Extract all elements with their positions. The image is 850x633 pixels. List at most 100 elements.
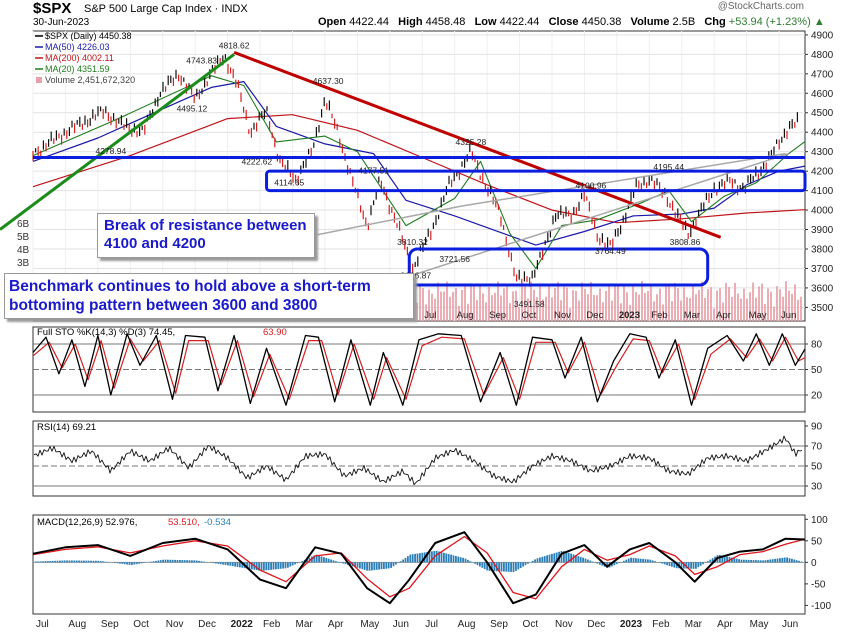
price-axis-tick-label: 4900 bbox=[811, 30, 834, 41]
volume-bar bbox=[671, 301, 673, 321]
macd-histogram-bar bbox=[440, 552, 443, 563]
macd-histogram-bar bbox=[251, 562, 253, 570]
macd-histogram-bar bbox=[200, 561, 203, 563]
volume-bar bbox=[497, 281, 499, 321]
x-axis-month-label: Feb bbox=[263, 619, 281, 630]
macd-histogram-bar bbox=[121, 562, 124, 564]
volume-bar bbox=[689, 298, 691, 321]
volume-bar bbox=[764, 303, 766, 321]
volume-bar bbox=[437, 282, 439, 321]
macd-histogram-bar bbox=[443, 552, 445, 563]
macd-histogram-bar bbox=[59, 560, 61, 563]
sto-k-line bbox=[32, 333, 806, 406]
legend-price: $SPX (Daily) 4450.38 bbox=[45, 31, 132, 41]
price-label: 3636.87 bbox=[400, 271, 431, 281]
volume-bar bbox=[557, 282, 559, 321]
macd-histogram-bar bbox=[517, 562, 520, 570]
macd-histogram-bar bbox=[392, 562, 395, 567]
macd-histogram-bar bbox=[390, 562, 392, 568]
macd-histogram-bar bbox=[215, 562, 217, 564]
macd-histogram-bar bbox=[731, 557, 733, 563]
macd-histogram-bar bbox=[685, 562, 688, 569]
rsi-axis-tick-label: 50 bbox=[811, 462, 823, 473]
macd-histogram-bar bbox=[155, 560, 157, 563]
macd-histogram-bar bbox=[476, 562, 479, 566]
macd-histogram-bar bbox=[536, 558, 539, 563]
macd-histogram-bar bbox=[481, 562, 484, 568]
price-month-label: Feb bbox=[651, 310, 667, 321]
macd-histogram-bar bbox=[63, 560, 66, 563]
volume-bar bbox=[725, 282, 727, 321]
macd-histogram-bar bbox=[757, 560, 760, 563]
macd-histogram-bar bbox=[267, 562, 270, 571]
macd-histogram-bar bbox=[66, 560, 68, 563]
macd-histogram-bar bbox=[800, 561, 803, 563]
macd-histogram-bar bbox=[258, 562, 260, 571]
macd-histogram-bar bbox=[349, 562, 352, 566]
macd-histogram-bar bbox=[222, 562, 224, 565]
macd-histogram-bar bbox=[61, 560, 64, 563]
price-axis-tick-label: 4000 bbox=[811, 206, 834, 217]
macd-axis-tick-label: -100 bbox=[811, 601, 831, 612]
macd-histogram-bar bbox=[755, 560, 757, 563]
volume-bar bbox=[581, 282, 583, 321]
macd-histogram-bar bbox=[224, 562, 227, 565]
macd-histogram-bar bbox=[582, 557, 584, 563]
volume-bar bbox=[653, 301, 655, 321]
volume-bar bbox=[743, 288, 745, 321]
volume-bar bbox=[632, 286, 634, 321]
volume-bar bbox=[800, 296, 802, 321]
x-axis-month-label: Apr bbox=[328, 619, 344, 630]
macd-histogram-bar bbox=[642, 558, 644, 563]
macd-histogram-bar bbox=[75, 560, 78, 563]
macd-histogram-bar bbox=[248, 562, 251, 569]
macd-histogram-bar bbox=[169, 559, 172, 563]
macd-histogram-bar bbox=[188, 560, 191, 563]
annotation-bottoming-pattern: Benchmark continues to hold above a shor… bbox=[4, 273, 414, 319]
macd-histogram-bar bbox=[409, 554, 412, 563]
volume-bar bbox=[425, 304, 427, 321]
x-axis-month-label: Dec bbox=[587, 619, 605, 630]
volume-bar bbox=[446, 281, 448, 321]
x-axis-month-label: 2023 bbox=[620, 619, 643, 630]
volume-axis-label: 4B bbox=[17, 245, 30, 256]
chg-value: +53.94 (+1.23%) bbox=[728, 16, 811, 28]
macd-histogram-bar bbox=[584, 558, 587, 563]
volume-bar bbox=[782, 296, 784, 321]
macd-histogram-bar bbox=[560, 551, 563, 563]
sto-axis-tick-label: 20 bbox=[811, 391, 823, 402]
macd-histogram-bar bbox=[229, 562, 232, 566]
macd-histogram-bar bbox=[541, 556, 544, 563]
volume-bar bbox=[758, 286, 760, 321]
volume-bar bbox=[449, 296, 451, 321]
x-axis-month-label: Jul bbox=[425, 619, 438, 630]
macd-histogram-bar bbox=[296, 562, 299, 564]
volume-bar bbox=[779, 289, 781, 321]
macd-histogram-bar bbox=[95, 560, 97, 563]
macd-histogram-bar bbox=[342, 562, 344, 564]
up-arrow-icon: ▲ bbox=[813, 16, 825, 28]
macd-histogram-bar bbox=[275, 562, 277, 570]
volume-bar bbox=[545, 296, 547, 321]
macd-histogram-bar bbox=[313, 555, 316, 563]
callout-pointer-upper bbox=[315, 205, 462, 236]
price-axis-tick-label: 4100 bbox=[811, 186, 834, 197]
volume-bar bbox=[680, 300, 682, 321]
volume-bar bbox=[788, 290, 790, 321]
macd-histogram-bar bbox=[546, 555, 548, 563]
macd-histogram-bar bbox=[167, 559, 169, 563]
macd-histogram-bar bbox=[219, 562, 222, 565]
macd-histogram-bar bbox=[143, 562, 145, 563]
macd-histogram-bar bbox=[531, 560, 534, 563]
macd-histogram-bar bbox=[315, 554, 318, 563]
volume-bar bbox=[470, 283, 472, 321]
volume-bar bbox=[506, 283, 508, 321]
volume-bar bbox=[644, 292, 646, 321]
price-label: 4325.28 bbox=[456, 137, 487, 147]
volume-bar bbox=[578, 300, 580, 321]
macd-histogram-bar bbox=[467, 559, 469, 563]
ohlc-readout: Open 4422.44 High 4458.48 Low 4422.44 Cl… bbox=[318, 16, 825, 28]
macd-histogram-bar bbox=[675, 562, 678, 569]
macd-histogram-bar bbox=[690, 562, 692, 569]
macd-histogram-bar bbox=[553, 553, 556, 563]
